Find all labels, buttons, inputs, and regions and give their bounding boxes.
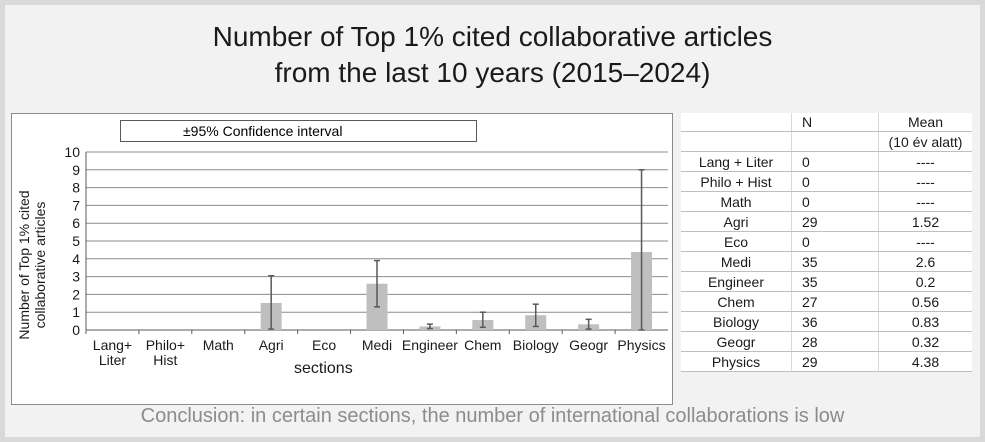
- y-tick-label: 6: [72, 215, 80, 231]
- table-cell-section: Engineer: [681, 271, 792, 292]
- table-cell-section: Lang + Liter: [681, 151, 792, 172]
- x-tick-label: Lang+ Liter: [93, 337, 132, 368]
- table-row: Engineer 35 0.2: [681, 271, 972, 292]
- y-axis-label-line-1: Number of Top 1% cited: [16, 190, 32, 340]
- y-tick-label: 1: [72, 304, 80, 320]
- y-tick-label: 2: [72, 286, 80, 302]
- table-cell-section: Agri: [681, 211, 792, 232]
- table-row: Philo + Hist 0 ----: [681, 171, 972, 192]
- title-line-1: Number of Top 1% cited collaborative art…: [212, 21, 773, 52]
- x-tick-label: Biology: [513, 337, 559, 353]
- stats-table: N Mean (10 év alatt) Lang + Liter 0 ---- Ph…: [681, 113, 972, 372]
- table-cell-mean: ----: [878, 171, 972, 192]
- y-tick-label: 5: [72, 233, 80, 249]
- table-cell-mean: ----: [878, 191, 972, 212]
- table-row: Geogr 28 0.32: [681, 331, 972, 352]
- table-row: Physics 29 4.38: [681, 351, 972, 372]
- table-cell-mean: ----: [878, 231, 972, 252]
- table-cell-n: 0: [791, 231, 879, 252]
- x-tick-label: Agri: [259, 337, 284, 353]
- table-subheader-n: [791, 131, 879, 152]
- table-cell-n: 27: [791, 291, 879, 312]
- table-cell-section: Geogr: [681, 331, 792, 352]
- table-header-cell: [681, 113, 792, 132]
- table-cell-n: 0: [791, 191, 879, 212]
- x-tick-label: Philo+ Hist: [146, 337, 185, 368]
- table-cell-n: 29: [791, 351, 879, 372]
- x-tick-label: Geogr: [569, 337, 608, 353]
- legend-label: ±95% Confidence interval: [183, 123, 343, 139]
- table-cell-mean: 1.52: [878, 211, 972, 232]
- y-tick-label: 3: [72, 269, 80, 285]
- y-axis-label-line-2: collaborative articles: [32, 201, 48, 329]
- table-cell-mean: 2.6: [878, 251, 972, 272]
- table-cell-mean: 0.56: [878, 291, 972, 312]
- table-subheader-mean: (10 év alatt): [878, 131, 972, 152]
- x-tick-label: Chem: [464, 337, 501, 353]
- table-cell-mean: 0.32: [878, 331, 972, 352]
- y-tick-label: 8: [72, 180, 80, 196]
- table-row: Agri 29 1.52: [681, 211, 972, 232]
- table-cell-section: Physics: [681, 351, 792, 372]
- table-cell-section: Biology: [681, 311, 792, 332]
- table-cell-mean: 0.83: [878, 311, 972, 332]
- table-cell-mean: 4.38: [878, 351, 972, 372]
- table-cell-n: 36: [791, 311, 879, 332]
- y-tick-label: 7: [72, 197, 80, 213]
- x-tick-label: Medi: [362, 337, 392, 353]
- table-cell-n: 28: [791, 331, 879, 352]
- y-tick-label: 0: [72, 322, 80, 338]
- table-cell-mean: ----: [878, 151, 972, 172]
- y-tick-label: 4: [72, 251, 80, 267]
- table-cell-n: 35: [791, 251, 879, 272]
- table-row: Math 0 ----: [681, 191, 972, 212]
- table-row: Medi 35 2.6: [681, 251, 972, 272]
- slide-title: Number of Top 1% cited collaborative art…: [5, 19, 980, 91]
- table-header-mean: Mean: [878, 113, 972, 132]
- table-header-row: N Mean: [681, 113, 972, 132]
- table-subheader-cell: [681, 131, 792, 152]
- table-subheader-row: (10 év alatt): [681, 131, 972, 152]
- table-cell-n: 0: [791, 151, 879, 172]
- conclusion-text: Conclusion: in certain sections, the num…: [140, 405, 845, 427]
- x-tick-label: Eco: [312, 337, 336, 353]
- table-cell-section: Philo + Hist: [681, 171, 792, 192]
- title-line-2: from the last 10 years (2015–2024): [274, 57, 711, 88]
- x-tick-label: Engineer: [402, 337, 458, 353]
- table-cell-n: 29: [791, 211, 879, 232]
- table-row: Lang + Liter 0 ----: [681, 151, 972, 172]
- table-row: Chem 27 0.56: [681, 291, 972, 312]
- table-row: Biology 36 0.83: [681, 311, 972, 332]
- chart-legend: ±95% Confidence interval: [120, 120, 477, 142]
- table-cell-section: Chem: [681, 291, 792, 312]
- table-row: Eco 0 ----: [681, 231, 972, 252]
- y-tick-label: 9: [72, 162, 80, 178]
- table-cell-n: 0: [791, 171, 879, 192]
- x-tick-label: Math: [203, 337, 234, 353]
- table-cell-section: Eco: [681, 231, 792, 252]
- table-cell-n: 35: [791, 271, 879, 292]
- table-header-n: N: [791, 113, 879, 132]
- table-cell-section: Math: [681, 191, 792, 212]
- x-tick-label: Physics: [617, 337, 665, 353]
- table-cell-section: Medi: [681, 251, 792, 272]
- x-axis-label: sections: [294, 360, 353, 377]
- table-cell-mean: 0.2: [878, 271, 972, 292]
- bar-chart: 0 1 2 3 4 5 6 7 8 9 10 Lang+ Liter Philo+ Hist Math Agri…: [11, 113, 673, 405]
- y-tick-label: 10: [64, 144, 80, 160]
- y-axis-label: Number of Top 1% cited collaborative art…: [16, 180, 50, 350]
